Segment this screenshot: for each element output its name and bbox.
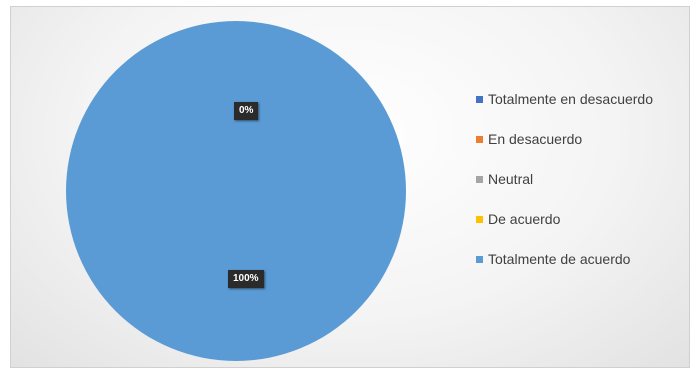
legend: Totalmente en desacuerdo En desacuerdo Neu…	[476, 87, 696, 287]
legend-item-totalmente-de-acuerdo: Totalmente de acuerdo	[476, 247, 696, 271]
pie-slice-totalmente-de-acuerdo	[66, 21, 406, 361]
legend-label: En desacuerdo	[488, 131, 583, 147]
legend-swatch	[476, 95, 483, 103]
legend-label: Totalmente en desacuerdo	[488, 91, 653, 107]
legend-item-en-desacuerdo: En desacuerdo	[476, 127, 696, 151]
legend-swatch	[476, 215, 483, 223]
legend-item-de-acuerdo: De acuerdo	[476, 207, 696, 231]
legend-label: De acuerdo	[488, 211, 561, 227]
legend-item-totalmente-en-desacuerdo: Totalmente en desacuerdo	[476, 87, 696, 111]
chart-area: Totalmente en desacuerdo En desacuerdo Neu…	[10, 6, 690, 368]
legend-label: Totalmente de acuerdo	[488, 251, 631, 267]
legend-item-neutral: Neutral	[476, 167, 696, 191]
pie-chart	[66, 21, 406, 361]
legend-swatch	[476, 255, 483, 263]
data-label-totalmente-de-acuerdo: 100%	[228, 270, 264, 288]
legend-label: Neutral	[488, 171, 534, 187]
legend-swatch	[476, 135, 483, 143]
legend-swatch	[476, 175, 483, 183]
data-label-totalmente-en-desacuerdo: 0%	[234, 102, 259, 120]
